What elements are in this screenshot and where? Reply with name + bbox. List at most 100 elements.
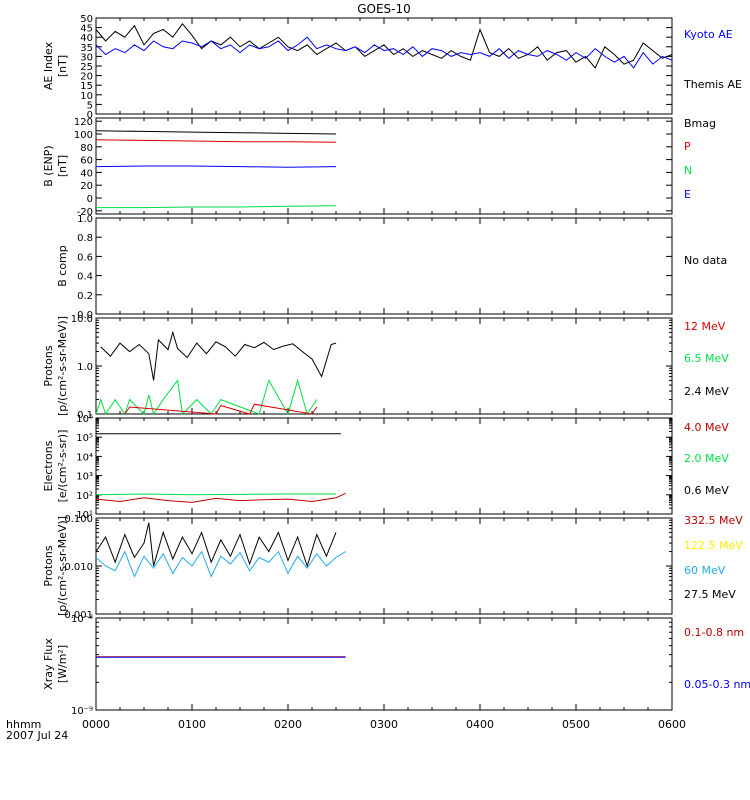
- ae-ytick-label: 5: [87, 100, 93, 111]
- electrons-ytick-label: 10³: [76, 472, 93, 483]
- bfield-ytick-label: 100: [74, 130, 93, 141]
- protons_low-ylabel-line: [p/(cm²-s-sr-MeV)]: [56, 316, 69, 416]
- electrons-ylabel-line: [e/(cm²-s-sr)]: [56, 430, 69, 503]
- bfield-ytick-label: 40: [80, 168, 93, 179]
- bfield-ylabel-line: B (ENP): [42, 145, 55, 186]
- protons_high-ytick-label: 0.001: [64, 610, 93, 621]
- time-tick-label: 0100: [178, 718, 206, 731]
- bfield-legend-e: E: [684, 188, 691, 201]
- ae-ytick-label: 10: [80, 91, 93, 102]
- protons_high-legend-60-mev: 60 MeV: [684, 564, 726, 577]
- bfield-legend-p: P: [684, 140, 691, 153]
- date-label: 2007 Jul 24: [6, 729, 68, 742]
- protons_high-legend-332-5-mev: 332.5 MeV: [684, 514, 743, 527]
- ae-ytick-label: 35: [80, 43, 93, 54]
- bfield-ytick-label: 80: [80, 143, 93, 154]
- bfield-series-n: [96, 205, 337, 209]
- protons_low-series-6-5-mev: [95, 378, 318, 416]
- ae-ytick-label: 20: [80, 72, 93, 83]
- bcomp-ylabel-line: B comp: [56, 245, 69, 287]
- xray-legend-0-1-0-8-nm: 0.1-0.8 nm: [684, 626, 744, 639]
- protons_high-legend-122-5-mev: 122.5 MeV: [684, 539, 743, 552]
- protons_low-legend-2-4-mev: 2.4 MeV: [684, 385, 729, 398]
- time-tick-label: 0200: [274, 718, 302, 731]
- protons_low-ylabel-line: Protons: [42, 345, 55, 386]
- xray-legend-0-05-0-3-nm: 0.05-0.3 nm: [684, 678, 750, 691]
- time-tick-label: 0600: [658, 718, 686, 731]
- ae-ytick-label: 45: [80, 24, 93, 35]
- time-tick-label: 0500: [562, 718, 590, 731]
- protons_low-legend-12-mev: 12 MeV: [684, 320, 726, 333]
- electrons-ytick-label: 10⁴: [76, 452, 93, 463]
- protons_low-ytick-label: 1.0: [77, 362, 93, 373]
- bcomp-ytick-label: 0.2: [77, 291, 93, 302]
- xray-ytick-label: 10⁻⁹: [71, 706, 93, 717]
- protons_high-ylabel-line: [p/(cm²-s-sr-MeV)]: [56, 516, 69, 616]
- bfield-ytick-label: 0: [87, 194, 93, 205]
- protons_low-legend-6-5-mev: 6.5 MeV: [684, 352, 729, 365]
- ae-series-themis-ae: [95, 22, 673, 69]
- protons_high-ytick-label: 0.010: [64, 562, 93, 573]
- xray-ytick-label: 10⁻⁸: [71, 614, 93, 625]
- xray-frame: [95, 617, 673, 711]
- electrons-legend-0-6-mev: 0.6 MeV: [684, 484, 729, 497]
- xray-ylabel-line: [W/m²]: [56, 645, 69, 683]
- ae-ytick-label: 0: [87, 110, 93, 121]
- electrons-ytick-label: 10¹: [76, 510, 93, 521]
- bfield-ytick-label: 20: [80, 181, 93, 192]
- plot-title: GOES-10: [357, 2, 411, 16]
- time-tick-label: 0400: [466, 718, 494, 731]
- bfield-legend-bmag: Bmag: [684, 117, 716, 130]
- bfield-legend-n: N: [684, 164, 692, 177]
- protons_low-ytick-label: 0.1: [77, 410, 93, 421]
- electrons-ytick-label: 10⁵: [76, 433, 93, 444]
- electrons-ytick-label: 10²: [76, 491, 93, 502]
- time-corner-label: hhmm: [6, 718, 41, 731]
- ae-ytick-label: 40: [80, 33, 93, 44]
- bfield-series-e: [95, 165, 337, 168]
- bcomp-ytick-label: 0.6: [77, 252, 93, 263]
- electrons-ylabel-line: Electrons: [42, 440, 55, 491]
- protons_low-frame: [95, 317, 673, 415]
- ae-ytick-label: 50: [80, 14, 93, 25]
- bfield-ytick-label: 60: [80, 156, 93, 167]
- electrons-frame: [95, 417, 673, 515]
- bcomp-frame: [95, 217, 673, 315]
- ae-legend-kyoto-ae: Kyoto AE: [684, 28, 733, 41]
- protons_low-series-2-4-mev: [100, 330, 337, 381]
- electrons-legend-2-0-mev: 2.0 MeV: [684, 452, 729, 465]
- ae-series-kyoto-ae: [95, 36, 673, 69]
- electrons-series-4-0-mev: [95, 492, 346, 503]
- protons_high-frame: [95, 517, 673, 615]
- time-tick-label: 0300: [370, 718, 398, 731]
- bcomp-ytick-label: 0.4: [77, 272, 93, 283]
- electrons-series-2-0-mev: [95, 493, 336, 496]
- protons_high-ytick-label: 0.100: [64, 514, 93, 525]
- ae-ylabel-line: [nT]: [56, 55, 69, 77]
- bcomp-legend-no-data: No data: [684, 254, 727, 267]
- bcomp-ytick-label: 1.0: [77, 214, 93, 225]
- protons_high-legend-27-5-mev: 27.5 MeV: [684, 588, 736, 601]
- protons_low-ytick-label: 10.0: [71, 314, 93, 325]
- bfield-ylabel-line: [nT]: [56, 155, 69, 177]
- protons_low-series-12-mev: [124, 403, 318, 415]
- bfield-ytick-label: 120: [74, 117, 93, 128]
- bcomp-ytick-label: 0.0: [77, 310, 93, 321]
- ae-frame: [95, 17, 673, 115]
- time-tick-label: 0000: [82, 718, 110, 731]
- bfield-ytick-label: -20: [77, 207, 93, 218]
- bfield-series-bmag: [95, 130, 337, 135]
- ae-ytick-label: 25: [80, 62, 93, 73]
- bcomp-ytick-label: 0.8: [77, 233, 93, 244]
- ae-legend-themis-ae: Themis AE: [683, 78, 742, 91]
- bfield-series-p: [95, 139, 337, 143]
- protons_high-series-27-5-mev: [95, 522, 337, 568]
- protons_high-ylabel-line: Protons: [42, 545, 55, 586]
- ae-ytick-label: 30: [80, 52, 93, 63]
- xray-ylabel-line: Xray Flux: [42, 638, 55, 690]
- electrons-legend-4-0-mev: 4.0 MeV: [684, 421, 729, 434]
- protons_high-series-60-mev: [95, 550, 346, 578]
- ae-ylabel-line: AE Index: [42, 41, 55, 90]
